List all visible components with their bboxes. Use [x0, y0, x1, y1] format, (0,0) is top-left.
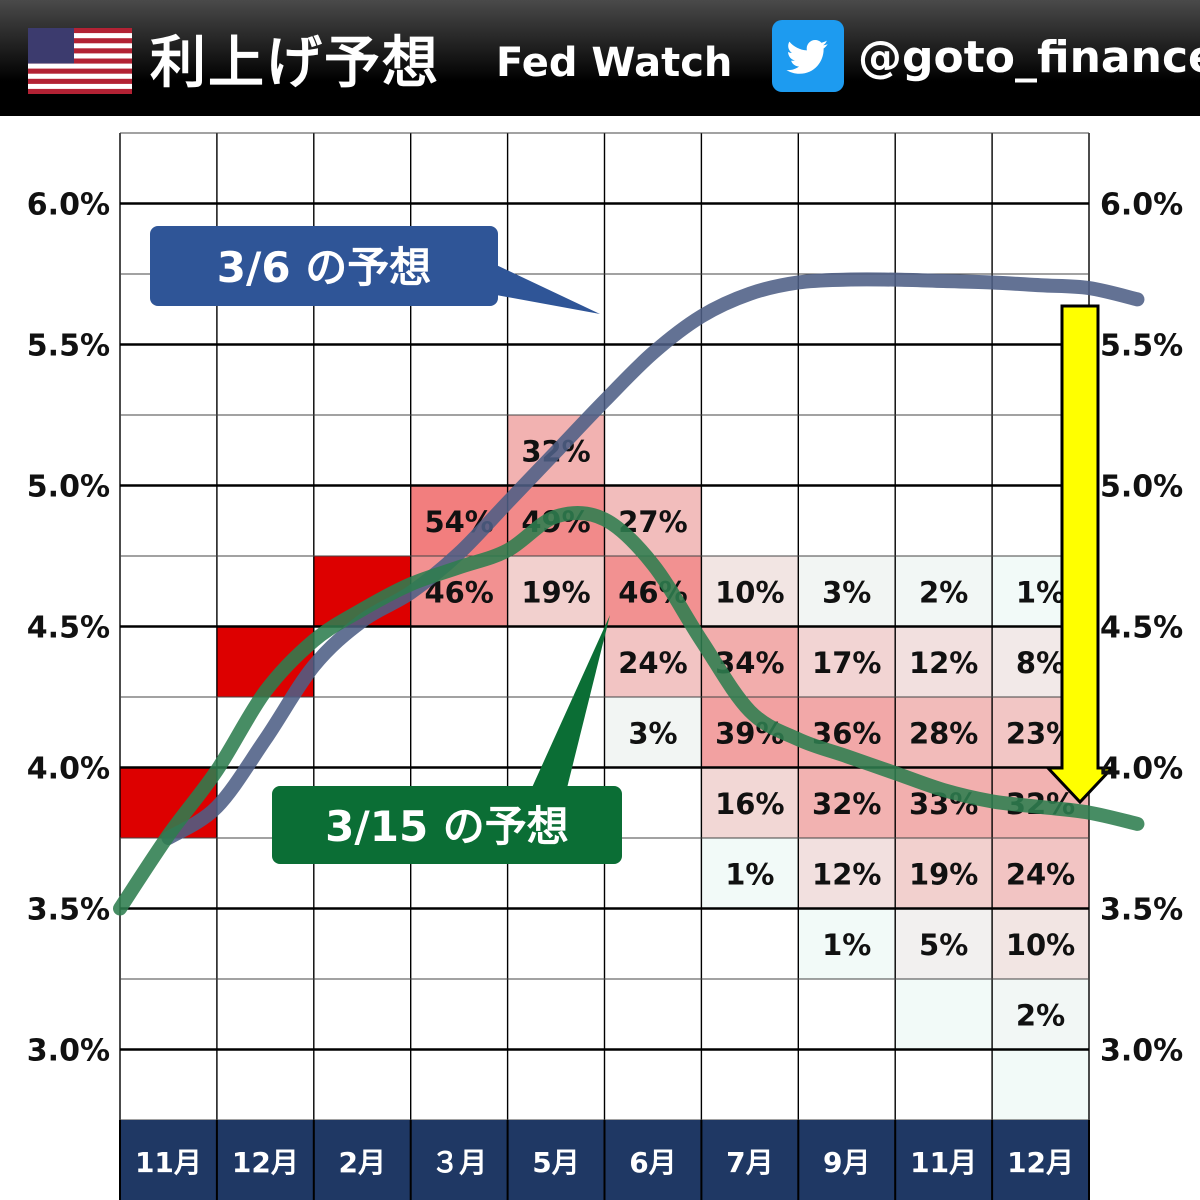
probability-label: 5%	[919, 928, 968, 962]
probability-cell	[507, 556, 605, 627]
probability-label: 28%	[909, 716, 978, 750]
callout-box-mar15	[272, 786, 622, 864]
probability-cell	[895, 697, 993, 768]
rate-forecast-chart: 54%46%32%49%19%27%46%24%3%10%34%39%16%1%…	[27, 132, 1183, 1200]
probability-cell	[895, 908, 993, 979]
probability-cell	[895, 979, 993, 1050]
probability-label: 3%	[822, 575, 871, 609]
us-flag-icon	[28, 28, 132, 94]
y-tick-label-left: 4.0%	[27, 752, 110, 787]
probability-cell	[992, 908, 1089, 979]
probability-cell	[798, 838, 896, 909]
twitter-bird-icon[interactable]	[772, 20, 844, 92]
probability-label: 3%	[628, 716, 677, 750]
forecast-line-mar6	[161, 272, 1145, 845]
month-label: ３月	[431, 1146, 487, 1179]
y-tick-label-right: 4.5%	[1100, 611, 1183, 646]
month-label: 12月	[232, 1146, 299, 1179]
page-title: 利上げ予想	[150, 31, 440, 96]
month-label: 11月	[910, 1146, 977, 1179]
probability-label: 8%	[1016, 646, 1065, 680]
page-subtitle: Fed Watch	[496, 40, 733, 86]
y-tick-label-right: 6.0%	[1100, 188, 1183, 223]
probability-label: 2%	[1016, 998, 1065, 1032]
probability-label: 12%	[909, 646, 978, 680]
probability-label: 1%	[1016, 575, 1065, 609]
probability-label: 17%	[812, 646, 881, 680]
account-handle[interactable]: @goto_finance	[858, 32, 1200, 83]
probability-label: 1%	[822, 928, 871, 962]
callout-pointer-mar15	[530, 615, 610, 792]
probability-label: 19%	[521, 575, 590, 609]
callout-label-mar6: 3/6 の予想	[217, 243, 431, 292]
y-tick-label-left: 5.5%	[27, 329, 110, 364]
shift-down-arrow	[1044, 304, 1116, 805]
probability-label: 24%	[1006, 857, 1075, 891]
probability-label: 19%	[909, 857, 978, 891]
callout-label-mar15: 3/15 の予想	[325, 802, 569, 851]
probability-cell	[992, 1049, 1089, 1120]
y-tick-label-left: 6.0%	[27, 188, 110, 223]
month-label: 5月	[532, 1146, 579, 1179]
probability-cell	[604, 485, 702, 556]
y-tick-label-left: 3.5%	[27, 893, 110, 928]
y-tick-label-right: 5.5%	[1100, 329, 1183, 364]
y-tick-label-left: 3.0%	[27, 1034, 110, 1069]
probability-label: 1%	[725, 857, 774, 891]
probability-cell	[798, 767, 896, 838]
probability-label: 10%	[1006, 928, 1075, 962]
probability-label: 12%	[812, 857, 881, 891]
y-tick-label-right: 4.0%	[1100, 752, 1183, 787]
probability-cell	[992, 838, 1089, 909]
probability-cell	[798, 626, 896, 697]
probability-label: 2%	[919, 575, 968, 609]
probability-cell	[701, 838, 799, 909]
month-label: 12月	[1007, 1146, 1074, 1179]
y-tick-label-right: 3.0%	[1100, 1034, 1183, 1069]
callout-pointer-mar6	[480, 262, 600, 314]
probability-label: 24%	[618, 646, 687, 680]
y-tick-label-left: 5.0%	[27, 470, 110, 505]
probability-label: 16%	[715, 787, 784, 821]
month-label: 9月	[823, 1146, 870, 1179]
probability-cell	[895, 626, 993, 697]
probability-cell	[604, 697, 702, 768]
y-tick-label-right: 3.5%	[1100, 893, 1183, 928]
probability-cell	[604, 626, 702, 697]
y-tick-label-left: 4.5%	[27, 611, 110, 646]
month-label: 7月	[726, 1146, 773, 1179]
probability-label: 32%	[812, 787, 881, 821]
y-tick-label-right: 5.0%	[1100, 470, 1183, 505]
probability-label: 10%	[715, 575, 784, 609]
probability-cell	[798, 908, 896, 979]
probability-cell	[701, 767, 799, 838]
probability-cell	[798, 556, 896, 627]
probability-cell	[895, 838, 993, 909]
forecast-line-mar15	[113, 505, 1145, 916]
header-bar: 利上げ予想 Fed Watch @goto_finance	[0, 0, 1200, 116]
probability-cell	[701, 556, 799, 627]
month-label: 2月	[339, 1146, 386, 1179]
callout-box-mar6	[150, 226, 498, 306]
month-label: 11月	[135, 1146, 202, 1179]
probability-cell	[895, 556, 993, 627]
probability-cell	[992, 979, 1089, 1050]
month-label: 6月	[629, 1146, 676, 1179]
